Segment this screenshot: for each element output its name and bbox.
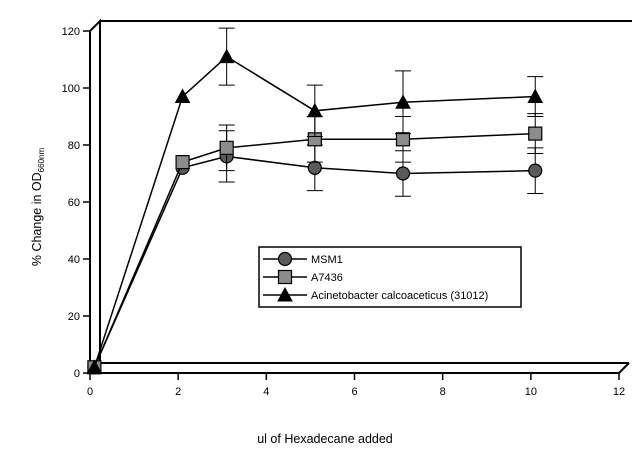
- x-tick-label-6: 6: [351, 386, 357, 398]
- x-tick-label-0: 0: [87, 386, 93, 398]
- legend-label-1: A7436: [311, 272, 343, 284]
- y-tick-label-0: 0: [74, 368, 80, 380]
- chart-frame: [89, 18, 632, 374]
- axis-back-edge: [89, 18, 629, 364]
- series-layer: [86, 27, 544, 375]
- y-tick-label-120: 120: [62, 26, 80, 38]
- y-tick-label-100: 100: [62, 83, 80, 95]
- series-1: [87, 113, 544, 375]
- series-2: [86, 27, 544, 374]
- x-axis-title: ul of Hexadecane added: [257, 432, 393, 446]
- x-tick-label-10: 10: [525, 386, 537, 398]
- legend: MSM1 A7436 Acinetobacter calcoaceticus (31…: [258, 246, 522, 308]
- legend-label-2: Acinetobacter calcoaceticus (31012): [311, 290, 488, 302]
- y-axis-title-subscript: 660nm: [37, 148, 46, 173]
- series-1-line: [93, 132, 536, 368]
- series-0-point-3: [307, 160, 322, 175]
- series-0-point-5: [528, 163, 543, 178]
- x-tick-label-8: 8: [440, 386, 446, 398]
- series-2-point-5: [527, 88, 544, 104]
- series-0-point-4: [395, 166, 411, 181]
- series-2-point-1: [174, 88, 191, 104]
- y-tick-labels: 0 20 40 60 80 100 120: [62, 26, 80, 380]
- legend-marker-1: [277, 269, 293, 285]
- series-1-point-1: [175, 155, 190, 170]
- series-2-line: [93, 55, 536, 368]
- y-tick-label-20: 20: [68, 311, 80, 323]
- series-2-point-4: [395, 94, 411, 109]
- series-1-point-5: [528, 126, 543, 141]
- axis-ticks: [83, 30, 620, 380]
- axis-front-edge: [89, 31, 630, 374]
- legend-label-0: MSM1: [311, 254, 343, 266]
- series-2-point-3: [306, 102, 323, 118]
- series-0-line: [93, 155, 536, 368]
- x-tick-label-2: 2: [175, 386, 181, 398]
- x-tick-label-4: 4: [263, 386, 269, 398]
- y-tick-label-40: 40: [68, 254, 80, 266]
- series-1-point-4: [395, 132, 411, 147]
- series-2-point-0: [86, 359, 103, 374]
- x-tick-label-12: 12: [613, 386, 625, 398]
- x-tick-labels: 0 2 4 6 8 10 12: [87, 386, 625, 398]
- y-tick-label-80: 80: [68, 140, 80, 152]
- legend-marker-0: [277, 251, 293, 267]
- series-2-point-2: [218, 48, 235, 64]
- y-tick-label-60: 60: [68, 197, 80, 209]
- y-axis-title-main: % Change in OD: [30, 172, 44, 266]
- series-1-point-2: [219, 140, 234, 155]
- y-axis-title: % Change in OD660nm: [30, 148, 46, 267]
- legend-marker-2: [277, 286, 293, 302]
